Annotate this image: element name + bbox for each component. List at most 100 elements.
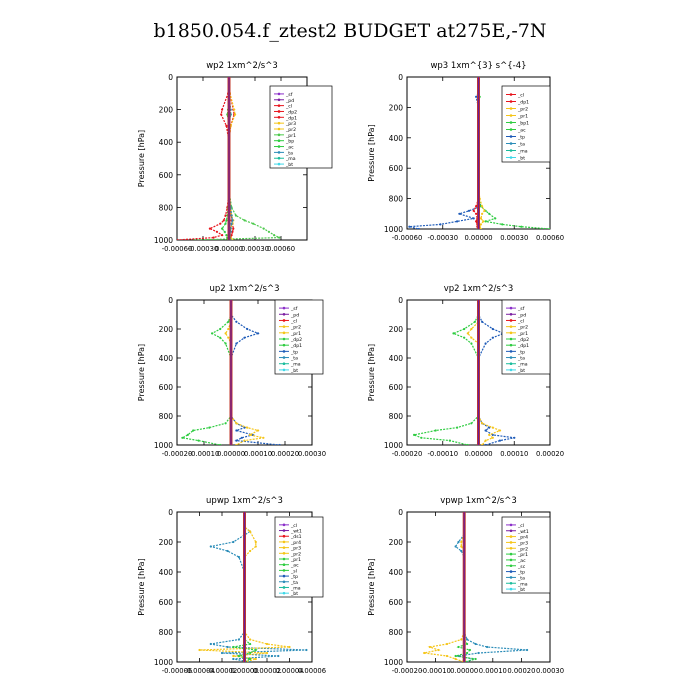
data-point (232, 227, 235, 230)
legend-label: _pr1 (290, 557, 301, 563)
x-tick-label: 0.00030 (536, 667, 564, 675)
legend-label: _pr3 (285, 121, 296, 127)
data-point (230, 222, 233, 225)
legend-marker (282, 331, 286, 335)
x-tick-label: -0.00010 (420, 667, 451, 675)
x-tick-label: -0.00010 (189, 450, 220, 458)
y-tick-label: 200 (389, 325, 404, 334)
data-point (460, 549, 463, 553)
legend-label: _ta (517, 575, 525, 581)
y-tick-label: 600 (159, 171, 174, 180)
legend-label: _pr4 (290, 540, 301, 546)
legend-marker (277, 133, 281, 137)
data-point (475, 220, 478, 223)
legend-marker (277, 145, 281, 148)
legend-marker (509, 343, 513, 347)
y-tick-label: 600 (389, 164, 404, 173)
x-tick-label: -0.00060 (162, 245, 193, 253)
data-point (249, 642, 252, 646)
legend-marker (509, 564, 513, 568)
data-point (235, 439, 238, 442)
y-tick-label: 600 (389, 383, 404, 392)
y-tick-label: 400 (389, 134, 404, 143)
legend-label: _bt (517, 587, 525, 593)
data-point (243, 336, 246, 339)
data-point (235, 443, 238, 445)
legend-marker (509, 587, 513, 591)
y-tick-label: 200 (159, 538, 174, 547)
legend-marker (509, 529, 513, 533)
data-point (265, 642, 269, 646)
legend-marker (509, 362, 513, 366)
x-tick-label: -0.00020 (392, 667, 423, 675)
data-point (265, 651, 269, 655)
y-tick-label: 1000 (154, 441, 173, 450)
data-point (466, 642, 469, 646)
data-point (423, 651, 426, 655)
legend-marker (509, 523, 513, 527)
legend-label: _ac (290, 564, 299, 569)
data-point (456, 220, 459, 223)
legend-label: _ac (517, 559, 526, 564)
legend-label: _tp (517, 570, 525, 576)
y-tick-label: 800 (159, 628, 174, 637)
data-point (445, 654, 449, 658)
data-point (437, 648, 440, 652)
series-group (408, 77, 550, 229)
data-point (252, 222, 255, 225)
data-point (249, 657, 252, 661)
data-point (235, 342, 238, 345)
legend-marker (277, 92, 281, 96)
data-point (472, 209, 475, 212)
legend-label: _bp (285, 139, 294, 145)
data-point (494, 217, 497, 220)
y-tick-label: 1000 (384, 658, 403, 667)
data-point (225, 234, 228, 237)
data-point (474, 642, 477, 646)
x-tick-label: 0.00000 (217, 450, 245, 458)
legend-label: _dp1 (290, 343, 302, 349)
x-tick-label: 0.00004 (275, 667, 303, 675)
y-tick-label: 400 (389, 354, 404, 363)
y-tick-label: 800 (389, 412, 404, 421)
legend-label: _ac (517, 129, 526, 134)
data-point (221, 234, 224, 237)
data-point (198, 648, 201, 652)
data-point (262, 436, 265, 439)
data-point (479, 223, 482, 226)
data-point (486, 645, 489, 649)
legend-marker (509, 107, 513, 110)
data-point (232, 645, 235, 649)
y-tick-label: 200 (389, 538, 404, 547)
y-tick-label: 400 (159, 568, 174, 577)
chart-panel-upwp: upwp 1xm^2/s^3 0 200 400 600 800 1000 Pressure … (137, 496, 326, 675)
legend-label: _tp (517, 349, 525, 355)
data-point (220, 113, 223, 116)
legend-label: _pr1 (290, 331, 301, 337)
data-point (491, 436, 494, 439)
data-point (254, 545, 257, 548)
y-axis-label: Pressure [hPa] (137, 344, 146, 401)
data-point (481, 422, 484, 425)
data-point (234, 214, 237, 217)
legend-marker (282, 362, 286, 366)
y-tick-label: 1000 (384, 225, 403, 234)
legend-marker (277, 104, 281, 107)
legend-marker (282, 368, 286, 372)
data-point (491, 426, 494, 429)
legend-marker (282, 540, 286, 544)
data-point (249, 660, 252, 662)
data-point (232, 540, 235, 544)
x-tick-label: 0.00020 (507, 667, 535, 675)
legend-label: _bt (290, 591, 298, 597)
data-point (220, 651, 224, 655)
legend-label: _bt (285, 162, 293, 168)
legend-marker (509, 558, 513, 562)
x-tick-label: 0.00060 (267, 245, 295, 253)
legend-label: _cl (517, 93, 524, 99)
data-point (249, 638, 252, 641)
legend-label: _sf (517, 306, 525, 312)
series-line-tp (230, 300, 280, 445)
data-point (491, 336, 494, 339)
data-point (470, 336, 473, 339)
